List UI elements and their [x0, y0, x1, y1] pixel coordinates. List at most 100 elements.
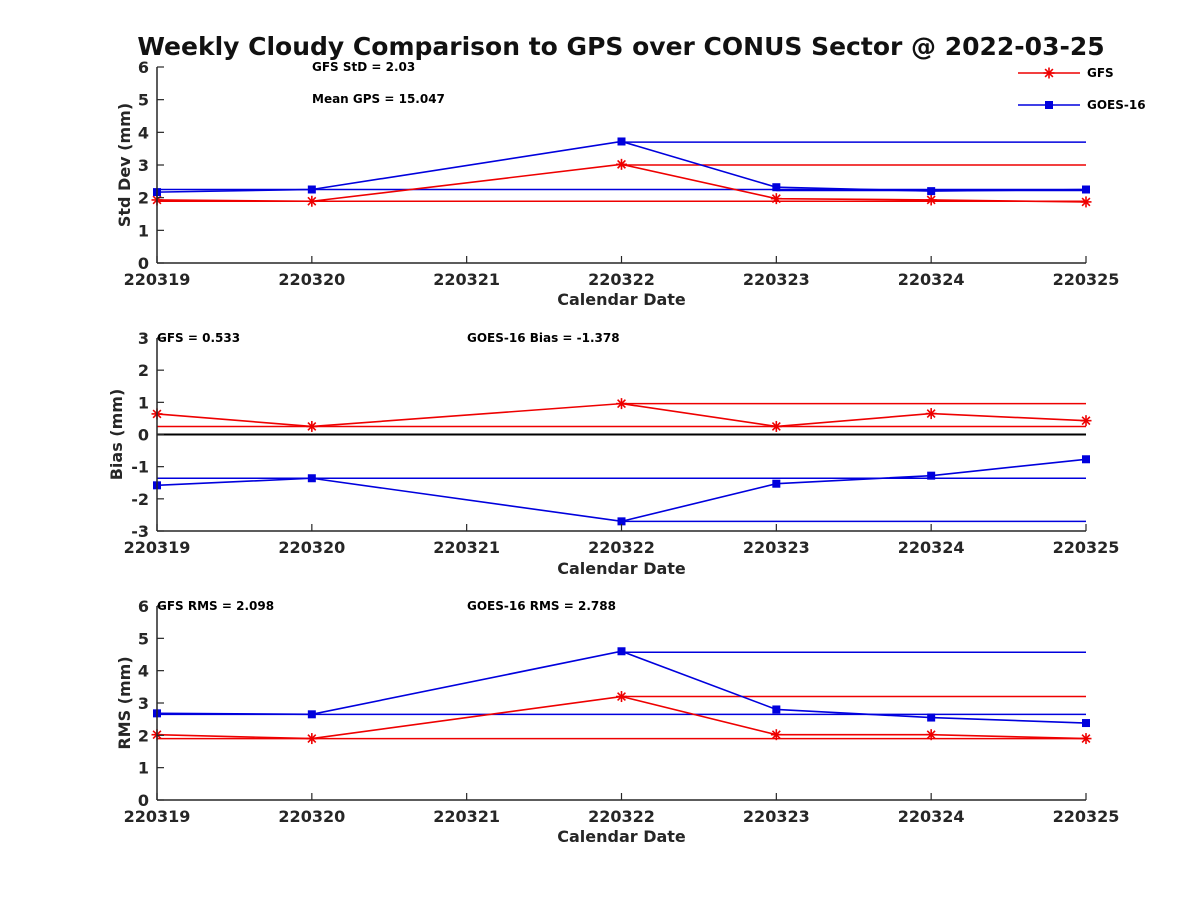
x-tick-label: 220322 — [588, 270, 655, 289]
x-tick-label: 220324 — [898, 270, 965, 289]
data-point-goes-16 — [617, 647, 626, 656]
x-tick-label: 220324 — [898, 807, 965, 826]
x-tick-label: 220319 — [124, 538, 191, 557]
y-tick-label: 1 — [138, 221, 149, 240]
legend-marker-goes-16-shape — [1045, 101, 1053, 109]
y-tick-label: 2 — [138, 726, 149, 745]
data-point-gfs — [925, 194, 937, 206]
data-point-goes-16 — [307, 185, 316, 194]
series-line-gfs — [156, 695, 1087, 740]
x-tick-label: 220321 — [433, 807, 500, 826]
data-point-goes-16-shape — [1082, 719, 1090, 728]
data-point-goes-16 — [1082, 719, 1090, 728]
y-tick-label: 2 — [138, 361, 149, 380]
data-point-goes-16-shape — [772, 705, 781, 714]
data-point-goes-16-shape — [772, 479, 781, 488]
data-point-gfs-stroke — [307, 196, 317, 206]
data-point-goes-16 — [617, 517, 626, 526]
stat-annotation: GFS RMS = 2.098 — [157, 599, 274, 613]
data-point-gfs — [1080, 196, 1092, 208]
data-point-gfs — [616, 398, 627, 410]
data-point-goes-16-shape — [307, 185, 316, 194]
x-tick-label: 220321 — [433, 538, 500, 557]
data-point-gfs-stroke — [771, 421, 781, 431]
x-tick-label: 220324 — [898, 538, 965, 557]
data-point-gfs — [925, 729, 937, 741]
data-point-gfs-stroke — [926, 409, 936, 419]
data-point-goes-16-shape — [617, 647, 626, 656]
data-point-gfs — [770, 193, 782, 205]
y-tick-label: 5 — [138, 91, 149, 110]
data-point-gfs — [616, 691, 627, 703]
x-axis-label: Calendar Date — [557, 827, 686, 846]
y-axis-label: Std Dev (mm) — [115, 103, 134, 227]
data-point-goes-16-shape — [307, 474, 316, 483]
data-point-goes-16 — [927, 713, 936, 722]
y-tick-label: 3 — [138, 329, 149, 348]
stat-annotation: GFS StD = 2.03 — [312, 60, 415, 74]
data-point-gfs — [1080, 733, 1092, 745]
legend: GFS GOES-16 — [1018, 66, 1146, 112]
data-point-goes-16-shape — [772, 183, 781, 192]
stat-annotation: GOES-16 Bias = -1.378 — [467, 331, 620, 345]
y-tick-label: 6 — [138, 597, 149, 616]
data-point-gfs-stroke — [617, 692, 626, 702]
data-point-gfs — [306, 195, 318, 207]
data-point-gfs — [1080, 415, 1092, 427]
y-tick-label: 3 — [138, 156, 149, 175]
x-tick-label: 220323 — [743, 538, 810, 557]
series-line-goes-16 — [156, 650, 1087, 724]
y-tick-label: 2 — [138, 189, 149, 208]
data-point-gfs — [616, 158, 627, 170]
x-tick-label: 220325 — [1053, 270, 1120, 289]
y-tick-label: 0 — [138, 254, 149, 273]
data-point-goes-16-shape — [307, 710, 316, 719]
data-point-gfs-stroke — [617, 159, 626, 169]
y-tick-label: 0 — [138, 791, 149, 810]
series-line-goes-16 — [156, 458, 1087, 523]
data-point-goes-16 — [927, 471, 936, 480]
x-axis-label: Calendar Date — [557, 290, 686, 309]
data-point-goes-16 — [772, 183, 781, 192]
x-tick-label: 220320 — [278, 270, 345, 289]
x-tick-label: 220322 — [588, 807, 655, 826]
x-axis-label: Calendar Date — [557, 559, 686, 578]
legend-marker-goes-16 — [1045, 101, 1053, 109]
data-point-gfs-stroke — [307, 734, 317, 744]
stat-annotation: GFS = 0.533 — [157, 331, 240, 345]
y-tick-label: -1 — [131, 458, 149, 477]
data-point-gfs-stroke — [1081, 416, 1091, 426]
bias-panel: 220319 220320 220321 220322 220323 220324 2203… — [107, 329, 1119, 578]
y-tick-label: 0 — [138, 426, 149, 445]
legend-label: GFS — [1087, 66, 1114, 80]
data-point-goes-16 — [617, 137, 626, 146]
series-line-gfs — [156, 163, 1087, 203]
std-dev-panel: 220319 220320 220321 220322 220323 220324 2203… — [115, 58, 1119, 309]
data-point-gfs-stroke — [771, 194, 781, 204]
x-tick-label: 220320 — [278, 807, 345, 826]
y-tick-label: 1 — [138, 393, 149, 412]
x-tick-label: 220323 — [743, 270, 810, 289]
y-tick-label: 3 — [138, 694, 149, 713]
data-point-gfs-stroke — [771, 730, 781, 740]
stat-annotation: Mean GPS = 15.047 — [312, 92, 445, 106]
y-tick-label: -2 — [131, 490, 149, 509]
y-tick-label: 4 — [138, 662, 149, 681]
data-point-goes-16-shape — [927, 187, 936, 196]
data-point-gfs-stroke — [926, 730, 936, 740]
data-point-goes-16-shape — [1082, 185, 1090, 194]
data-point-gfs-stroke — [1081, 734, 1091, 744]
stat-annotation: GOES-16 RMS = 2.788 — [467, 599, 616, 613]
x-tick-label: 220325 — [1053, 807, 1120, 826]
data-point-gfs — [770, 420, 782, 432]
data-point-goes-16-shape — [927, 471, 936, 480]
data-point-goes-16 — [772, 479, 781, 488]
legend-label: GOES-16 — [1087, 98, 1146, 112]
y-tick-label: 4 — [138, 123, 149, 142]
y-tick-label: 6 — [138, 58, 149, 77]
x-tick-label: 220321 — [433, 270, 500, 289]
y-axis-label: Bias (mm) — [107, 389, 126, 481]
data-point-gfs — [770, 729, 782, 741]
data-point-goes-16 — [307, 474, 316, 483]
series-line-gfs — [156, 402, 1087, 428]
